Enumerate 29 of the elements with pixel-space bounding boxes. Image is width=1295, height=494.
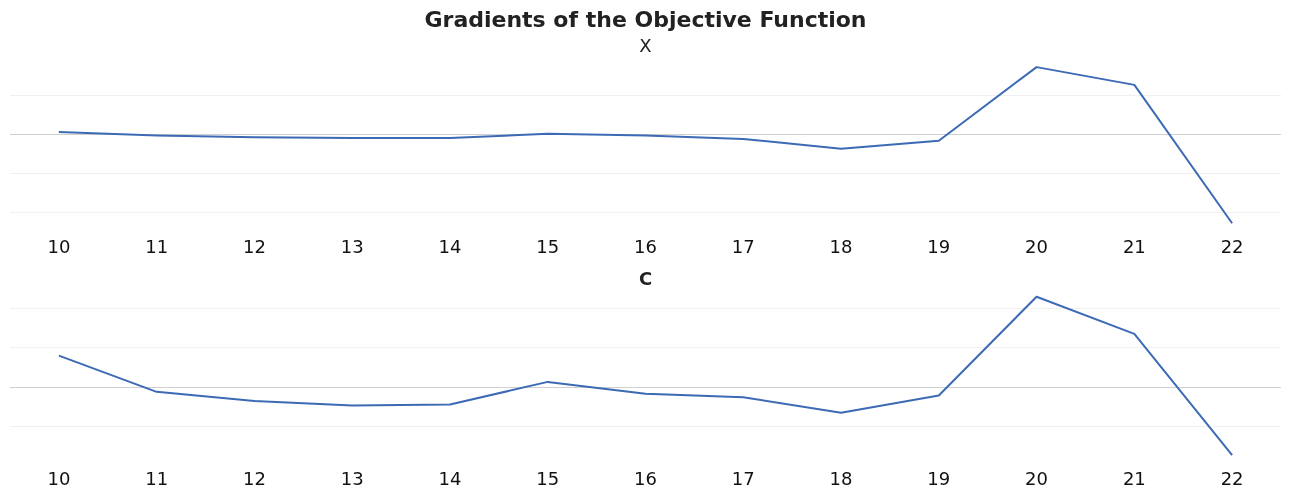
x-tick-label: 12 xyxy=(242,235,266,257)
x-tick-label: 13 xyxy=(340,467,364,489)
x-tick-label: 19 xyxy=(927,467,951,489)
x-tick-label: 16 xyxy=(634,235,657,257)
x-tick-label: 15 xyxy=(536,467,560,489)
x-tick-label: 21 xyxy=(1122,467,1146,489)
x-tick-label: 20 xyxy=(1025,235,1049,257)
chart-subtitle: X xyxy=(639,34,652,56)
x-tick-label: 22 xyxy=(1220,467,1244,489)
chart-title: C xyxy=(638,268,653,290)
x-tick-label: 10 xyxy=(47,235,71,257)
x-tick-label: 18 xyxy=(829,467,853,489)
x-tick-label: 14 xyxy=(438,235,462,257)
x-tick-label: 18 xyxy=(829,235,853,257)
x-tick-label: 12 xyxy=(242,467,266,489)
x-tick-label: 11 xyxy=(145,467,169,489)
x-tick-label: 19 xyxy=(927,235,951,257)
x-tick-label: 22 xyxy=(1220,235,1244,257)
x-tick-label: 21 xyxy=(1122,235,1146,257)
x-tick-label: 14 xyxy=(438,467,462,489)
x-tick-label: 11 xyxy=(145,235,169,257)
x-tick-label: 15 xyxy=(536,235,560,257)
x-tick-label: 10 xyxy=(47,467,71,489)
chart-title: Gradients of the Objective Function xyxy=(424,6,867,32)
x-tick-label: 20 xyxy=(1025,467,1049,489)
x-tick-label: 17 xyxy=(731,467,755,489)
x-tick-label: 13 xyxy=(340,235,364,257)
x-tick-label: 16 xyxy=(634,467,657,489)
x-tick-label: 17 xyxy=(731,235,755,257)
